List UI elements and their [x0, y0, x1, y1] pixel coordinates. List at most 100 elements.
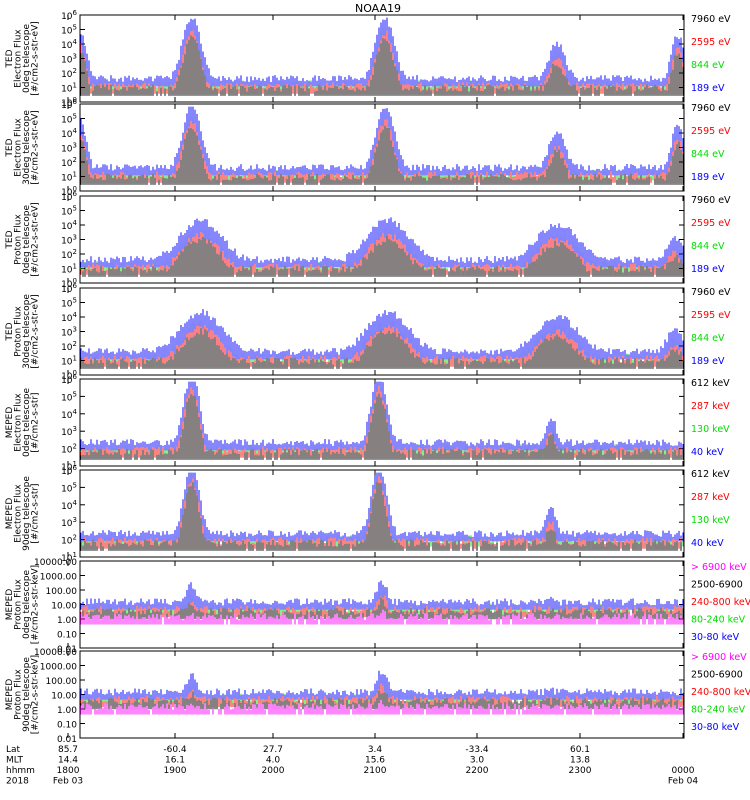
legend-label: > 6900 keV: [691, 562, 747, 573]
y-tick-label: 102: [61, 443, 77, 456]
y-axis-label-line: Proton Flux: [14, 214, 24, 265]
flux-traces: [80, 217, 684, 277]
legend-label: 189 eV: [691, 172, 725, 183]
y-tick-exponent: 4: [73, 499, 78, 507]
y-tick-label: 101: [61, 355, 77, 368]
y-tick-exponent: 5: [73, 24, 77, 32]
y-axis-label-line: [#/cm2-s-str-eV]: [31, 202, 41, 277]
y-tick-label: 10000.00: [34, 558, 77, 568]
flux-traces: [80, 309, 684, 369]
x-tick-label: Feb 03: [53, 777, 83, 787]
y-axis-label-line: [#/cm2-s-str-eV]: [31, 21, 41, 96]
x-tick-label: 0000: [672, 766, 695, 776]
y-tick-exponent: 4: [73, 219, 78, 227]
x-tick-label: 3.0: [470, 756, 485, 766]
trace-black: [80, 35, 684, 96]
flux-traces: [80, 670, 684, 715]
y-axis-label-line: [#/cm2-s-str-keV]: [31, 565, 41, 644]
y-axis-label-line: 30deg telescope: [22, 294, 32, 369]
y-axis-label-line: Electron Flux: [14, 118, 24, 177]
y-tick-label: 104: [61, 408, 77, 421]
y-tick-label: 0.01: [57, 645, 77, 655]
x-tick-label: 4.0: [266, 756, 281, 766]
y-tick-label: 104: [61, 499, 77, 512]
legend-label: 612 keV: [691, 469, 730, 480]
y-tick-label: 105: [61, 390, 77, 403]
legend-label: 2595 eV: [691, 218, 731, 229]
y-tick-exponent: 2: [73, 340, 77, 348]
y-tick-exponent: 0: [73, 277, 77, 285]
y-axis-label-line: [#/cm2-s-str]: [31, 392, 41, 452]
y-tick-label: 102: [61, 534, 77, 547]
y-tick-exponent: 3: [73, 142, 77, 150]
y-tick-label: 0.10: [57, 721, 77, 731]
y-axis-label-line: Proton Flux: [14, 669, 24, 720]
y-tick-exponent: 5: [73, 390, 77, 398]
x-tick-label: 1900: [164, 766, 187, 776]
flux-traces: [80, 580, 684, 625]
flux-traces: [80, 381, 684, 460]
legend-label: 2595 eV: [691, 37, 731, 48]
trace-blue: [80, 670, 684, 700]
x-axis-group: Lat 85.7 -60.4 27.7 3.4 -33.4 60.1 MLT 14.4 16.1 4…: [6, 15, 698, 787]
legend-label: > 6900 keV: [691, 652, 747, 663]
legend-label: 40 keV: [691, 447, 724, 458]
y-tick-exponent: 6: [73, 373, 78, 381]
panel-8: 0.01 0.10 1.00 10.00 100.00 1000.00 10000.00 ME…: [5, 648, 750, 745]
y-tick-label: 105: [61, 24, 77, 37]
y-axis-label-line: Proton Flux: [14, 579, 24, 630]
y-tick-exponent: 1: [73, 460, 77, 468]
panel-7: 0.01 0.10 1.00 10.00 100.00 1000.00 10000.00 ME…: [5, 558, 750, 655]
panel-frame: [79, 378, 685, 467]
legend-label: 2595 eV: [691, 126, 731, 137]
y-axis-label-line: TED: [5, 230, 15, 249]
x-tick-label: 60.1: [570, 745, 590, 755]
y-axis-label-line: 0deg telescope: [22, 24, 32, 94]
trace-black: [82, 236, 684, 277]
legend-label: 2595 eV: [691, 310, 731, 321]
trace-blue: [80, 106, 684, 176]
legend-label: 612 keV: [691, 378, 730, 389]
legend-label: 30-80 keV: [691, 722, 740, 733]
legend-label: 7960 eV: [691, 287, 731, 298]
y-tick-label: 1.00: [57, 616, 77, 626]
legend-label: 844 eV: [691, 149, 725, 160]
legend-label: 7960 eV: [691, 14, 731, 25]
y-tick-label: 1000.00: [40, 663, 77, 673]
x-tick-label: 13.8: [570, 756, 590, 766]
y-tick-exponent: 0: [73, 369, 77, 377]
y-tick-exponent: 4: [73, 408, 78, 416]
y-tick-exponent: 4: [73, 311, 78, 319]
legend-label: 80-240 keV: [691, 705, 746, 716]
x-tick-label: 3.4: [368, 745, 383, 755]
y-tick-exponent: 4: [73, 38, 78, 46]
y-axis-label-line: MEPED: [5, 498, 15, 530]
y-tick-exponent: 5: [73, 113, 77, 121]
y-tick-label: 103: [61, 53, 77, 66]
legend-label: 30-80 keV: [691, 632, 740, 643]
y-tick-label: 103: [61, 425, 77, 438]
flux-traces: [80, 472, 684, 551]
y-tick-label: 0.01: [57, 735, 77, 745]
y-axis-label-line: 30deg telescope: [22, 110, 32, 185]
y-axis-label-line: 0deg telescope: [22, 388, 32, 458]
y-tick-label: 101: [61, 263, 77, 276]
legend-label: 130 keV: [691, 424, 730, 435]
legend-label: 7960 eV: [691, 195, 731, 206]
y-tick-exponent: 6: [73, 464, 78, 472]
y-tick-label: 100.00: [46, 677, 78, 687]
y-axis-label-line: TED: [5, 322, 15, 341]
y-tick-exponent: 0: [73, 185, 77, 193]
y-tick-label: 104: [61, 219, 77, 232]
y-tick-label: 104: [61, 127, 77, 140]
trace-black: [80, 125, 684, 185]
legend-label: 287 keV: [691, 401, 730, 412]
x-axis-row-label: Lat: [6, 745, 21, 755]
y-tick-label: 103: [61, 142, 77, 155]
